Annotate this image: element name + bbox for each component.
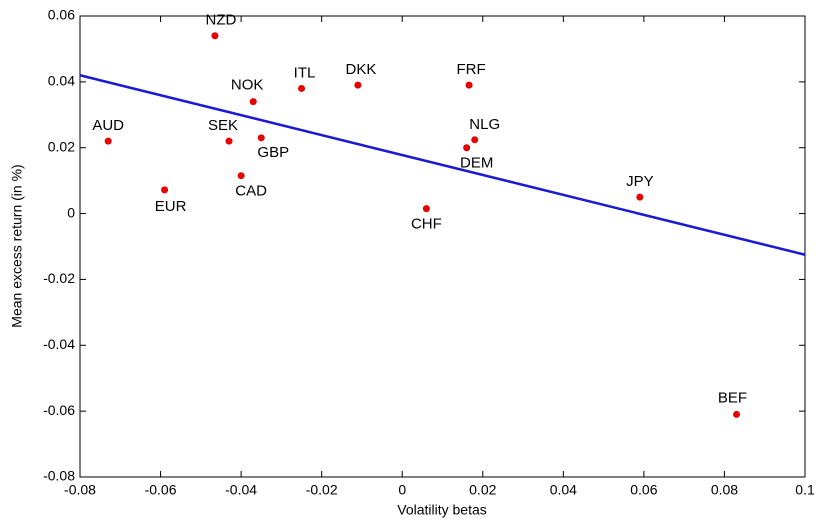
x-tick-label: -0.08 [64,482,96,498]
point [465,81,473,89]
y-tick-label: -0.04 [43,336,75,352]
point [422,205,430,213]
point [237,172,245,180]
point [211,32,219,40]
point-label: AUD [92,117,124,134]
x-tick-label: -0.02 [306,482,338,498]
fit-line [79,74,806,256]
point-label: ITL [294,64,316,81]
point [161,186,169,194]
point-label: EUR [155,198,187,215]
y-axis-label: Mean excess return (in %) [9,164,25,327]
x-tick-label: -0.04 [225,482,257,498]
y-tick-label: 0.02 [48,138,75,154]
point-label: FRF [456,61,485,78]
x-tick-label: -0.06 [145,482,177,498]
point-label: DEM [460,155,493,172]
point-label: CAD [235,183,267,200]
x-tick-label: 0.1 [795,482,815,498]
x-tick-label: 0.06 [630,482,657,498]
y-tick-label: 0.04 [48,73,75,89]
point-label: NLG [469,116,500,133]
plot-frame [79,15,806,478]
point-label: CHF [411,216,442,233]
point-label: BEF [718,389,747,406]
y-tick-label: -0.02 [43,270,75,286]
point [463,144,471,152]
point-label: SEK [208,117,238,134]
y-tick-label: -0.06 [43,402,75,418]
point-label: NZD [206,12,237,29]
y-tick-label: 0.06 [48,7,75,23]
point-label: DKK [345,61,376,78]
point [471,136,479,144]
x-tick-label: 0.02 [469,482,496,498]
y-tick-label: 0 [67,204,75,220]
y-tick-label: -0.08 [43,468,75,484]
x-tick-label: 0.08 [711,482,738,498]
point [733,410,741,418]
point [298,84,306,92]
x-axis-label: Volatility betas [397,502,487,518]
point [257,134,265,142]
point [249,98,257,106]
x-tick-label: 0 [398,482,406,498]
point [636,193,644,201]
point-label: GBP [257,144,289,161]
point [104,137,112,145]
point-label: JPY [626,173,654,190]
point-label: NOK [231,77,264,94]
x-tick-label: 0.04 [550,482,577,498]
point [354,81,362,89]
point [225,137,233,145]
